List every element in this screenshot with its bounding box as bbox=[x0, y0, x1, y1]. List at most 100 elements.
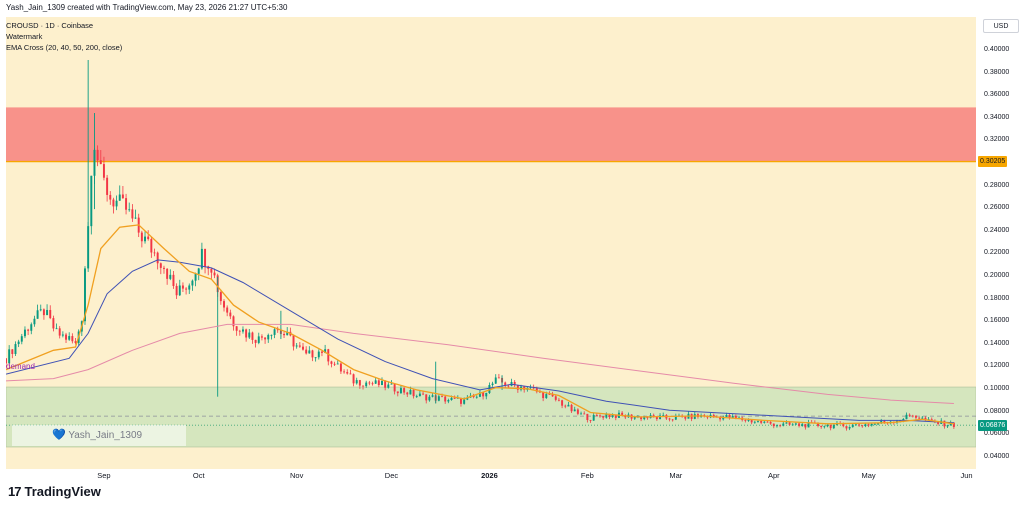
candle-body bbox=[254, 339, 257, 343]
price-tick-label: 0.26000 bbox=[984, 204, 1010, 212]
candle-body bbox=[444, 396, 447, 402]
price-tick-label: 0.40000 bbox=[984, 45, 1010, 53]
candle-body bbox=[567, 404, 570, 407]
candle-body bbox=[943, 420, 946, 427]
candle-body bbox=[924, 417, 927, 421]
candle-body bbox=[238, 330, 241, 332]
candle-body bbox=[39, 309, 42, 311]
candle-body bbox=[226, 307, 229, 313]
candle-body bbox=[308, 350, 311, 354]
candle-body bbox=[52, 318, 55, 329]
candle-body bbox=[576, 409, 579, 414]
candle-body bbox=[905, 414, 908, 419]
price-axis[interactable]: 0.04000 0.06000 0.08000 0.10000 0.12000 0.140… bbox=[976, 17, 1020, 469]
candle-body bbox=[671, 419, 674, 421]
candle-body bbox=[497, 377, 500, 379]
price-tick-label: 0.32000 bbox=[984, 136, 1010, 144]
price-tick-label: 0.08000 bbox=[984, 407, 1010, 415]
candle-body bbox=[147, 236, 150, 240]
candle-body bbox=[251, 332, 254, 340]
price-chart[interactable] bbox=[6, 17, 976, 469]
candle-body bbox=[573, 409, 576, 412]
candle-body bbox=[441, 396, 444, 398]
candle-body bbox=[36, 310, 39, 319]
candle-body bbox=[659, 415, 662, 420]
price-tick-label: 0.18000 bbox=[984, 294, 1010, 302]
tradingview-logo[interactable]: 17 TradingView bbox=[8, 482, 101, 500]
candle-body bbox=[775, 425, 778, 427]
candle-body bbox=[712, 414, 715, 417]
candle-body bbox=[194, 273, 197, 281]
candle-body bbox=[791, 424, 794, 426]
candle-body bbox=[845, 426, 848, 429]
watermark-indicator-label[interactable]: Watermark bbox=[6, 32, 43, 41]
time-tick-label: Feb bbox=[580, 471, 594, 480]
candle-body bbox=[418, 393, 421, 397]
candle-body bbox=[829, 424, 832, 429]
candle-body bbox=[425, 394, 428, 401]
time-axis[interactable]: Sep Oct Nov Dec 2026 Feb Mar Apr May Jun bbox=[6, 469, 976, 483]
candle-body bbox=[84, 268, 86, 322]
candle-body bbox=[826, 424, 829, 427]
candle-body bbox=[643, 417, 646, 420]
candle-body bbox=[311, 350, 314, 358]
candle-body bbox=[317, 351, 320, 358]
candle-body bbox=[937, 422, 940, 424]
price-tick-label: 0.04000 bbox=[984, 452, 1010, 460]
tradingview-logo-mark: 17 bbox=[8, 483, 22, 499]
candle-body bbox=[371, 383, 374, 385]
symbol-label[interactable]: CROUSD · 1D · Coinbase bbox=[6, 21, 94, 30]
time-tick-label: Sep bbox=[97, 471, 111, 480]
candle-body bbox=[478, 392, 481, 397]
candle-body bbox=[352, 374, 355, 384]
candle-body bbox=[286, 331, 289, 336]
candle-body bbox=[431, 395, 434, 397]
candle-body bbox=[102, 164, 105, 178]
candle-body bbox=[463, 399, 466, 404]
candle-body bbox=[150, 239, 153, 253]
candle-body bbox=[794, 423, 797, 425]
candle-body bbox=[339, 363, 342, 372]
candle-body bbox=[744, 420, 747, 421]
candle-body bbox=[191, 280, 194, 286]
price-tick-label: 0.36000 bbox=[984, 91, 1010, 99]
price-tick-label: 0.14000 bbox=[984, 339, 1010, 347]
candle-body bbox=[779, 425, 782, 427]
candle-body bbox=[412, 389, 415, 397]
candle-body bbox=[305, 349, 308, 354]
candle-body bbox=[14, 344, 17, 354]
candle-body bbox=[118, 194, 121, 201]
candle-body bbox=[387, 384, 390, 388]
candle-body bbox=[422, 393, 425, 395]
candle-body bbox=[557, 399, 560, 401]
candle-body bbox=[200, 248, 203, 269]
candle-body bbox=[488, 385, 491, 393]
candle-body bbox=[298, 345, 301, 347]
candle-body bbox=[229, 312, 232, 317]
candle-body bbox=[504, 382, 507, 386]
candle-body bbox=[602, 416, 605, 418]
candle-body bbox=[769, 421, 772, 424]
candle-body bbox=[529, 387, 532, 389]
candle-body bbox=[447, 400, 450, 402]
candle-body bbox=[390, 383, 393, 385]
candle-body bbox=[652, 415, 655, 417]
demand-zone-label: demand bbox=[6, 362, 35, 371]
candle-body bbox=[178, 285, 181, 296]
candle-body bbox=[121, 194, 124, 199]
currency-button[interactable]: USD bbox=[983, 19, 1019, 33]
time-tick-label: Dec bbox=[384, 471, 399, 480]
time-tick-label: Apr bbox=[767, 471, 780, 480]
chart-plot-area[interactable] bbox=[6, 17, 976, 469]
candle-body bbox=[273, 329, 276, 335]
candle-body bbox=[314, 357, 317, 359]
candle-body bbox=[336, 363, 339, 365]
ema-indicator-label[interactable]: EMA Cross (20, 40, 50, 200, close) bbox=[6, 43, 123, 52]
candle-body bbox=[346, 372, 349, 374]
price-tick-label: 0.38000 bbox=[984, 68, 1010, 76]
candle-body bbox=[949, 422, 952, 426]
candle-body bbox=[475, 396, 478, 398]
candle-body bbox=[662, 415, 665, 416]
price-tick-label: 0.16000 bbox=[984, 317, 1010, 325]
candle-body bbox=[611, 414, 614, 417]
